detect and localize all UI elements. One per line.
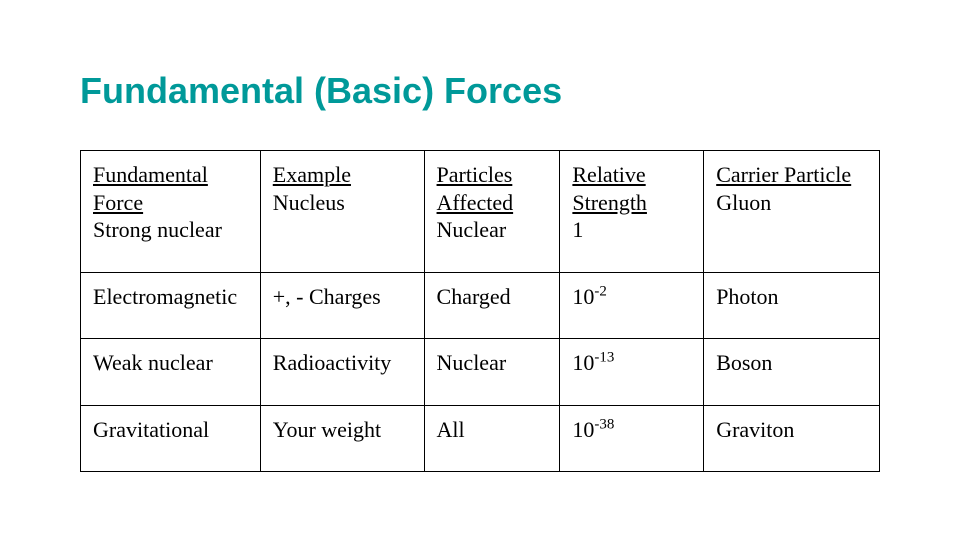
cell-force: Gravitational xyxy=(81,405,261,472)
table-header-row: Fundamental Force Strong nuclear Example… xyxy=(81,151,880,273)
cell-value: Nucleus xyxy=(273,190,345,215)
cell-example: +, - Charges xyxy=(260,272,424,339)
header-label: Example xyxy=(273,162,351,187)
table-row: Electromagnetic +, - Charges Charged 10-… xyxy=(81,272,880,339)
col-header-strength: Relative Strength 1 xyxy=(560,151,704,273)
col-header-example: Example Nucleus xyxy=(260,151,424,273)
cell-value: Nuclear xyxy=(437,217,507,242)
cell-particles: Nuclear xyxy=(424,339,560,406)
col-header-particles: Particles Affected Nuclear xyxy=(424,151,560,273)
page-title: Fundamental (Basic) Forces xyxy=(80,70,880,112)
table-row: Gravitational Your weight All 10-38 Grav… xyxy=(81,405,880,472)
cell-carrier: Boson xyxy=(704,339,880,406)
header-label: Carrier Particle xyxy=(716,162,851,187)
cell-value: Strong nuclear xyxy=(93,217,222,242)
cell-value: Gluon xyxy=(716,190,771,215)
table-row: Weak nuclear Radioactivity Nuclear 10-13… xyxy=(81,339,880,406)
header-label: Fundamental Force xyxy=(93,162,208,215)
header-label: Particles Affected xyxy=(437,162,514,215)
col-header-force: Fundamental Force Strong nuclear xyxy=(81,151,261,273)
cell-strength: 10-13 xyxy=(560,339,704,406)
cell-example: Your weight xyxy=(260,405,424,472)
cell-strength: 10-38 xyxy=(560,405,704,472)
cell-carrier: Photon xyxy=(704,272,880,339)
cell-strength: 10-2 xyxy=(560,272,704,339)
forces-table: Fundamental Force Strong nuclear Example… xyxy=(80,150,880,472)
col-header-carrier: Carrier Particle Gluon xyxy=(704,151,880,273)
cell-force: Weak nuclear xyxy=(81,339,261,406)
cell-particles: Charged xyxy=(424,272,560,339)
header-label: Relative Strength xyxy=(572,162,647,215)
cell-example: Radioactivity xyxy=(260,339,424,406)
cell-value: 1 xyxy=(572,217,583,242)
cell-force: Electromagnetic xyxy=(81,272,261,339)
cell-carrier: Graviton xyxy=(704,405,880,472)
cell-particles: All xyxy=(424,405,560,472)
